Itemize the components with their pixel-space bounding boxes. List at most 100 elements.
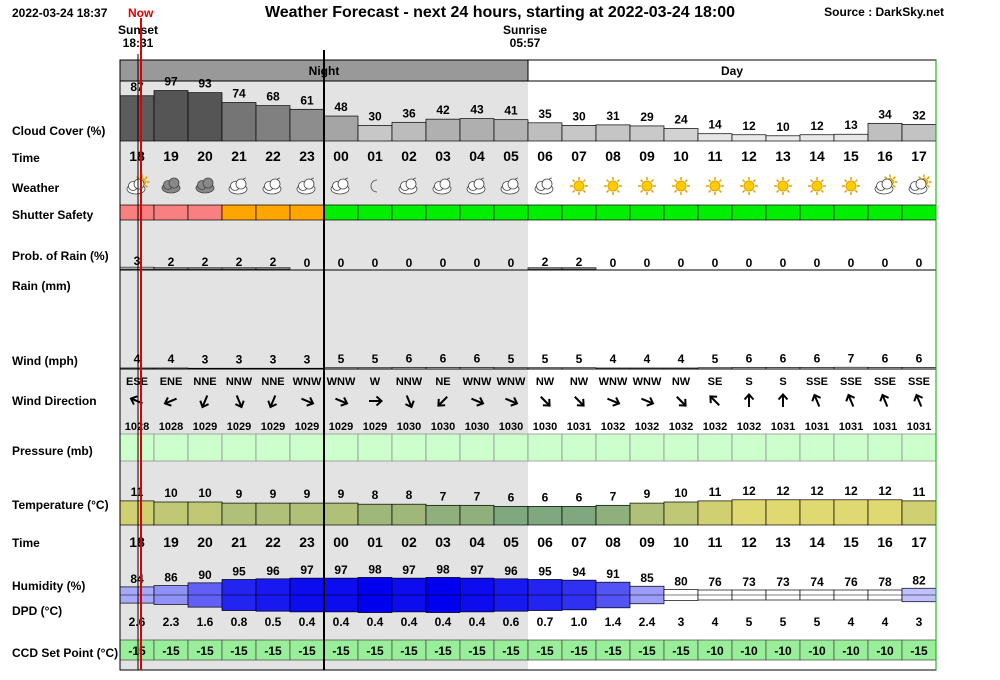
time-cell: 23 [299, 148, 315, 164]
time-cell: 19 [163, 534, 179, 550]
wind-direction-value: NNW [396, 376, 423, 388]
temperature-bar [663, 501, 699, 526]
wind-speed-value: 6 [440, 352, 447, 366]
rain-label: Rain (mm) [12, 279, 71, 293]
wind-speed-value: 5 [508, 352, 515, 366]
cloud-cover-value: 34 [878, 107, 892, 121]
wind-arrow-icon [437, 396, 448, 407]
temperature-value: 10 [164, 486, 178, 500]
prob-rain-value: 0 [406, 256, 413, 270]
time-cell: 03 [435, 148, 451, 164]
temperature-bar [493, 506, 529, 526]
wind-direction-value: NE [435, 376, 450, 388]
temperature-value: 12 [810, 484, 824, 498]
pressure-value: 1032 [635, 421, 659, 433]
time-cell: 14 [809, 534, 825, 550]
humidity-value: 76 [708, 575, 722, 589]
humidity-value: 98 [436, 562, 450, 576]
pressure-value: 1029 [193, 421, 217, 433]
cloud-cover-value: 12 [742, 119, 756, 133]
humidity-value: 76 [844, 575, 858, 589]
pressure-value: 1029 [329, 421, 353, 433]
time-cell: 07 [571, 148, 587, 164]
cloudy-icon [195, 177, 215, 194]
wind-direction-label: Wind Direction [12, 394, 97, 408]
clear-day-icon [638, 177, 656, 195]
wind-direction-value: S [779, 376, 786, 388]
temperature-bar [697, 500, 733, 526]
prob-rain-value: 3 [134, 254, 141, 268]
wind-speed-value: 3 [202, 352, 209, 366]
page-date: 2022-03-24 18:37 [12, 6, 108, 20]
wind-direction-value: NW [570, 376, 589, 388]
ccd-set-point-value: -15 [502, 644, 520, 658]
temperature-value: 9 [644, 487, 651, 501]
time-cell: 10 [673, 534, 689, 550]
temperature-bar [153, 501, 189, 526]
wind-direction-value: WNW [463, 376, 492, 388]
time2-label: Time [12, 536, 40, 550]
shutter-safety-cell [561, 204, 597, 221]
cloud-cover-value: 32 [912, 108, 926, 122]
humidity-value: 91 [606, 567, 620, 581]
ccd-set-point-value: -15 [468, 644, 486, 658]
cloud-cover-value: 30 [572, 109, 586, 123]
humidity-value: 73 [742, 575, 756, 589]
ccd-set-point-value: -10 [842, 644, 860, 658]
temperature-value: 6 [508, 490, 515, 504]
pressure-value: 1031 [839, 421, 863, 433]
shutter-safety-cell [323, 204, 359, 221]
time-cell: 12 [741, 148, 757, 164]
ccd-set-point-value: -15 [910, 644, 928, 658]
wind-arrow-icon [369, 395, 383, 407]
time-cell: 11 [708, 148, 723, 164]
wind-direction-value: WNW [633, 376, 662, 388]
temperature-bar [221, 502, 257, 526]
cloud-cover-bar [323, 115, 359, 142]
time-cell: 08 [605, 534, 621, 550]
temperature-value: 9 [236, 487, 243, 501]
temperature-value: 12 [776, 484, 790, 498]
wind-direction-value: NNE [193, 376, 216, 388]
prob-rain-label: Prob. of Rain (%) [12, 249, 109, 263]
prob-rain-value: 0 [610, 256, 617, 270]
wind-speed-value: 4 [610, 352, 617, 366]
shutter-safety-cell [425, 204, 461, 221]
pressure-value: 1032 [601, 421, 625, 433]
time-cell: 05 [503, 534, 519, 550]
wind-direction-value: ENE [160, 376, 183, 388]
wind-arrow-icon [879, 393, 890, 407]
partly-cloudy-night-icon [398, 177, 418, 195]
shutter-safety-label: Shutter Safety [12, 208, 94, 222]
pressure-cell [663, 433, 699, 462]
cloud-cover-bar [391, 121, 427, 142]
page-title: Weather Forecast - next 24 hours, starti… [264, 4, 736, 21]
cloud-cover-bar [901, 124, 937, 142]
cloud-cover-bar [255, 105, 291, 142]
wind-direction-value: NNE [261, 376, 284, 388]
dpd-value: 3 [916, 615, 923, 629]
cloud-cover-value: 74 [232, 87, 246, 101]
wind-speed-value: 6 [406, 352, 413, 366]
wind-arrow-icon [777, 393, 789, 407]
time-cell: 16 [877, 534, 893, 550]
time-cell: 07 [571, 534, 587, 550]
wind-arrow-icon [163, 396, 177, 407]
ccd-set-point-value: -15 [400, 644, 418, 658]
sunset-label: Sunset [117, 23, 158, 37]
humidity-value: 97 [300, 563, 314, 577]
temperature-value: 7 [440, 489, 447, 503]
wind-speed-value: 6 [780, 352, 787, 366]
pressure-value: 1029 [261, 421, 285, 433]
pressure-value: 1031 [805, 421, 829, 433]
wind-direction-value: SE [708, 376, 723, 388]
temperature-bar [833, 499, 869, 526]
time-cell: 08 [605, 148, 621, 164]
ccd-set-point-value: -10 [876, 644, 894, 658]
wind-speed-value: 5 [338, 352, 345, 366]
prob-rain-value: 2 [236, 255, 243, 269]
shutter-safety-cell [459, 204, 495, 221]
partly-cloudy-night-icon [534, 177, 554, 195]
temperature-bar [595, 504, 631, 526]
humidity-value: 86 [164, 571, 178, 585]
